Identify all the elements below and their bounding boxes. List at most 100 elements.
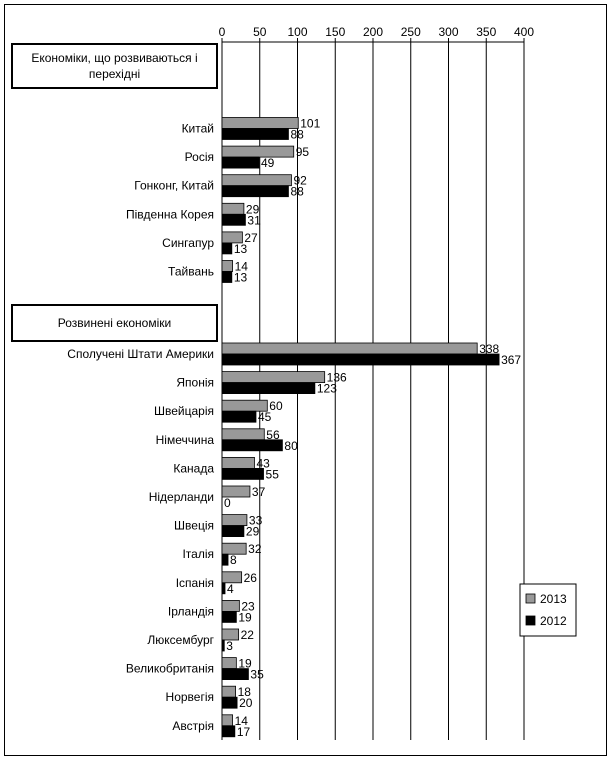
bar-2013	[221, 117, 299, 129]
bar-2013	[221, 202, 245, 215]
category-label: Південна Корея	[126, 207, 214, 221]
bar-2013	[221, 174, 292, 187]
category-label: Сполучені Штати Америки	[67, 347, 214, 361]
category-label: Швеція	[174, 519, 214, 533]
bar-2012	[221, 242, 233, 255]
data-label: 22	[241, 628, 255, 642]
legend-swatch	[525, 593, 536, 604]
bar-2013	[221, 342, 478, 355]
category-label: Німеччина	[156, 433, 215, 447]
data-label: 17	[237, 725, 251, 739]
data-label: 88	[290, 128, 304, 142]
category-label: Нідерланди	[149, 490, 214, 504]
group-label-box	[11, 43, 218, 89]
data-label: 31	[247, 213, 261, 227]
category-label: Тайвань	[168, 265, 214, 279]
bar-2013	[221, 371, 326, 384]
data-label: 56	[266, 428, 280, 442]
data-label: 92	[293, 174, 307, 188]
bar-2012	[221, 668, 249, 680]
data-label: 27	[244, 231, 258, 245]
data-label: 338	[479, 342, 499, 356]
bar-2012	[221, 725, 236, 738]
data-label: 13	[234, 242, 248, 256]
data-label: 3	[226, 639, 233, 653]
bar-2013	[221, 260, 233, 272]
bar-2013	[221, 485, 251, 498]
data-label: 19	[238, 657, 252, 671]
bar-2013	[221, 600, 240, 612]
data-label: 37	[252, 485, 266, 499]
bar-2012	[221, 582, 226, 595]
data-label: 26	[244, 571, 258, 585]
bar-2012	[221, 156, 260, 169]
data-label: 20	[239, 696, 253, 710]
data-label: 367	[501, 353, 521, 367]
x-tick-label: 250	[401, 25, 421, 39]
bar-2013	[221, 714, 233, 727]
x-tick-label: 50	[253, 25, 267, 39]
data-label: 0	[224, 496, 231, 510]
bar-2013	[221, 628, 240, 641]
data-label: 123	[317, 382, 337, 396]
legend-box	[519, 583, 577, 637]
category-label: Росія	[185, 150, 214, 164]
x-tick-label: 0	[219, 25, 226, 39]
legend-label: 2013	[540, 592, 567, 606]
bar-2012	[221, 271, 233, 283]
category-label: Китай	[182, 122, 214, 136]
x-tick-label: 300	[438, 25, 458, 39]
bar-2013	[221, 657, 237, 669]
data-label: 80	[284, 439, 298, 453]
category-label: Канада	[173, 461, 214, 475]
data-label: 14	[235, 260, 249, 274]
bar-2013	[221, 571, 243, 584]
data-label: 14	[235, 714, 249, 728]
group-label-box	[11, 304, 218, 342]
data-label: 19	[238, 610, 252, 624]
data-label: 43	[256, 456, 270, 470]
bar-2013	[221, 428, 265, 441]
category-label: Іспанія	[176, 576, 214, 590]
bar-2012	[221, 439, 283, 452]
bar-2012	[221, 525, 245, 537]
data-label: 8	[230, 553, 237, 567]
bar-2012	[221, 353, 500, 366]
category-label: Люксембург	[147, 633, 214, 647]
legend-label: 2012	[540, 614, 567, 628]
bar-2013	[221, 514, 248, 526]
group-label: Розвинені економіки	[58, 316, 171, 330]
category-label: Норвегія	[166, 690, 214, 704]
bar-2012	[221, 639, 225, 652]
category-label: Гонконг, Китай	[134, 179, 214, 193]
bar-2013	[221, 542, 247, 555]
data-label: 88	[290, 185, 304, 199]
data-label: 29	[246, 202, 260, 216]
x-tick-label: 200	[363, 25, 383, 39]
x-tick-label: 150	[325, 25, 345, 39]
bar-2012	[221, 128, 289, 140]
x-tick-label: 100	[287, 25, 307, 39]
data-label: 95	[296, 145, 310, 159]
data-label: 60	[269, 399, 283, 413]
data-label: 18	[238, 685, 252, 699]
group-label: Економіки, що розвиваються і	[31, 51, 197, 65]
bar-2012	[221, 611, 237, 623]
data-label: 32	[248, 542, 262, 556]
data-label: 35	[250, 668, 264, 682]
bar-2012	[221, 213, 246, 226]
bar-2013	[221, 145, 295, 158]
chart-frame	[4, 4, 607, 756]
data-label: 23	[241, 599, 255, 613]
data-label: 45	[258, 410, 272, 424]
bar-2012	[221, 410, 257, 423]
category-label: Сингапур	[162, 236, 214, 250]
data-label: 13	[234, 271, 248, 285]
bar-2012	[221, 467, 264, 480]
category-label: Великобританія	[126, 662, 214, 676]
category-label: Ірландія	[168, 604, 214, 618]
data-label: 136	[327, 371, 347, 385]
category-label: Японія	[176, 376, 214, 390]
data-label: 33	[249, 514, 263, 528]
